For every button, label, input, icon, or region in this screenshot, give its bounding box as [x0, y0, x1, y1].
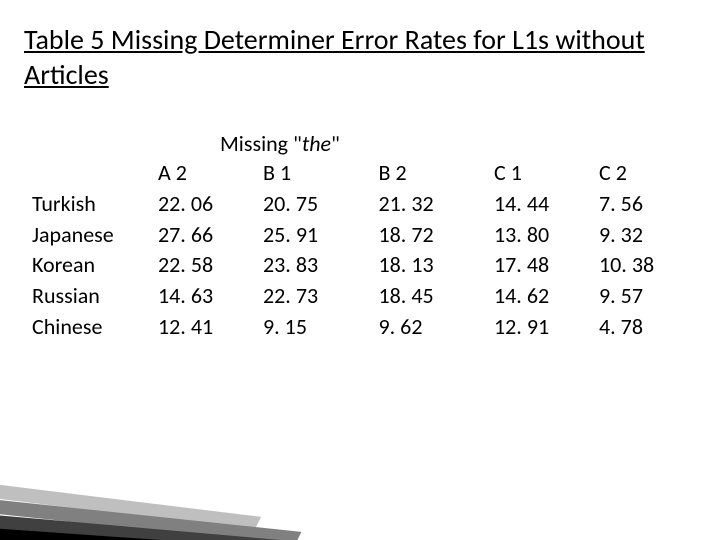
cell: 18. 72: [371, 220, 487, 251]
col-b2: B 2: [371, 158, 487, 189]
table-row: Russian 14. 63 22. 73 18. 45 14. 62 9. 5…: [24, 281, 696, 312]
cell: 25. 91: [255, 220, 371, 251]
cell: 22. 58: [150, 250, 255, 281]
cell: 4. 78: [591, 312, 696, 343]
cell: 12. 91: [486, 312, 591, 343]
cell: 13. 80: [486, 220, 591, 251]
slide-title: Table 5 Missing Determiner Error Rates f…: [24, 22, 696, 92]
error-rates-table: A 2 B 1 B 2 C 1 C 2 Turkish 22. 06 20. 7…: [24, 158, 696, 343]
cell: 18. 45: [371, 281, 487, 312]
cell: 23. 83: [255, 250, 371, 281]
table-body: Turkish 22. 06 20. 75 21. 32 14. 44 7. 5…: [24, 189, 696, 343]
cell: 17. 48: [486, 250, 591, 281]
col-a2: A 2: [150, 158, 255, 189]
col-c1: C 1: [486, 158, 591, 189]
row-label: Chinese: [24, 312, 150, 343]
row-label: Korean: [24, 250, 150, 281]
subtitle: Missing "the": [220, 130, 340, 157]
decorative-wedge: [0, 460, 380, 540]
table-row: Japanese 27. 66 25. 91 18. 72 13. 80 9. …: [24, 220, 696, 251]
cell: 27. 66: [150, 220, 255, 251]
cell: 21. 32: [371, 189, 487, 220]
wedge-bar: [0, 526, 383, 540]
row-label: Japanese: [24, 220, 150, 251]
cell: 20. 75: [255, 189, 371, 220]
col-blank: [24, 158, 150, 189]
cell: 22. 06: [150, 189, 255, 220]
cell: 14. 62: [486, 281, 591, 312]
cell: 22. 73: [255, 281, 371, 312]
row-label: Russian: [24, 281, 150, 312]
subtitle-suffix: ": [331, 130, 340, 157]
col-b1: B 1: [255, 158, 371, 189]
cell: 7. 56: [591, 189, 696, 220]
table-row: Chinese 12. 41 9. 15 9. 62 12. 91 4. 78: [24, 312, 696, 343]
table-row: Turkish 22. 06 20. 75 21. 32 14. 44 7. 5…: [24, 189, 696, 220]
subtitle-italic-word: the: [302, 130, 331, 157]
table-header-row: A 2 B 1 B 2 C 1 C 2: [24, 158, 696, 189]
cell: 10. 38: [591, 250, 696, 281]
row-label: Turkish: [24, 189, 150, 220]
cell: 14. 44: [486, 189, 591, 220]
wedge-bar: [0, 480, 261, 530]
col-c2: C 2: [591, 158, 696, 189]
cell: 12. 41: [150, 312, 255, 343]
table-row: Korean 22. 58 23. 83 18. 13 17. 48 10. 3…: [24, 250, 696, 281]
cell: 9. 57: [591, 281, 696, 312]
cell: 9. 32: [591, 220, 696, 251]
cell: 18. 13: [371, 250, 487, 281]
cell: 9. 62: [371, 312, 487, 343]
wedge-bar: [0, 496, 301, 540]
slide: Table 5 Missing Determiner Error Rates f…: [0, 0, 720, 540]
cell: 14. 63: [150, 281, 255, 312]
subtitle-prefix: Missing ": [220, 130, 302, 157]
cell: 9. 15: [255, 312, 371, 343]
wedge-bar: [0, 512, 342, 540]
